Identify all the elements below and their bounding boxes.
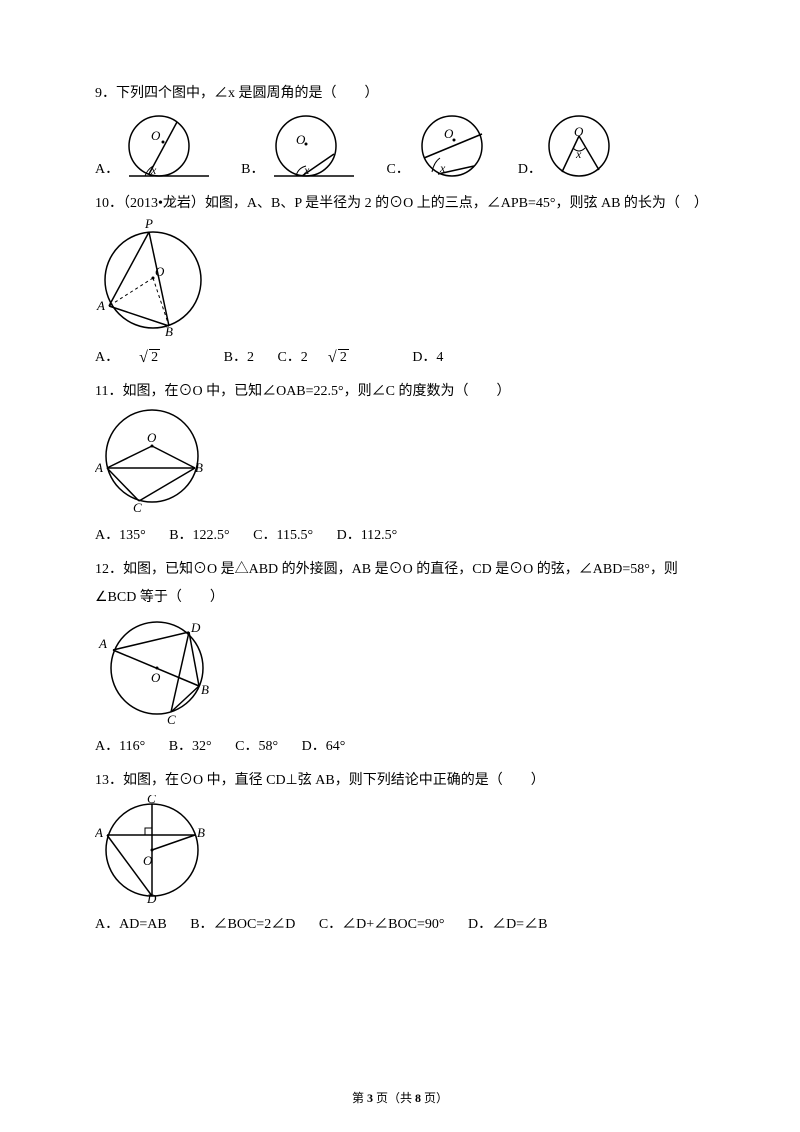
svg-text:O: O xyxy=(151,128,161,143)
q10-text: 10．（2013•龙岩）如图，A、B、P 是半径为 2 的⊙O 上的三点，∠AP… xyxy=(95,190,705,218)
q9-fig-a: O x xyxy=(121,114,213,184)
q10-opt-c-label: C．2 xyxy=(277,350,307,365)
svg-text:x: x xyxy=(439,161,446,175)
q9-fig-d: O x xyxy=(544,114,614,184)
q11-opt-c: C．115.5° xyxy=(253,528,313,543)
svg-text:B: B xyxy=(195,460,203,475)
q10-figure: O P A B xyxy=(95,218,705,338)
q9-opt-c-label: C． xyxy=(386,156,409,184)
q12-options: A．116° B．32° C．58° D．64° xyxy=(95,733,705,761)
q12-text-a: 12．如图，已知⊙O 是△ABD 的外接圆，AB 是⊙O 的直径，CD 是⊙O … xyxy=(95,556,705,584)
svg-text:O: O xyxy=(444,126,454,141)
page-footer: 第 3 页（共 8 页） xyxy=(0,1086,800,1110)
q13-options: A．AD=AB B．∠BOC=2∠D C．∠D+∠BOC=90° D．∠D=∠B xyxy=(95,911,705,939)
svg-text:C: C xyxy=(133,500,142,515)
svg-text:B: B xyxy=(165,324,173,338)
question-11: 11．如图，在⊙O 中，已知∠OAB=22.5°，则∠C 的度数为（ ） O A… xyxy=(95,378,705,550)
svg-text:A: A xyxy=(95,460,103,475)
q11-figure: O A B C xyxy=(95,406,705,516)
footer-mid: 页（共 xyxy=(373,1091,415,1105)
footer-post: 页） xyxy=(421,1091,448,1105)
q11-opt-d: D．112.5° xyxy=(337,528,398,543)
q10-opt-b: B．2 xyxy=(224,350,254,365)
svg-text:B: B xyxy=(201,682,209,697)
question-12: 12．如图，已知⊙O 是△ABD 的外接圆，AB 是⊙O 的直径，CD 是⊙O … xyxy=(95,556,705,761)
svg-text:B: B xyxy=(197,825,205,840)
svg-text:A: A xyxy=(98,636,107,651)
q12-figure: O A B C D xyxy=(95,612,705,727)
q9-opt-b: B． O x xyxy=(241,114,358,184)
q11-options: A．135° B．122.5° C．115.5° D．112.5° xyxy=(95,522,705,550)
q13-text: 13．如图，在⊙O 中，直径 CD⊥弦 AB，则下列结论中正确的是（ ） xyxy=(95,767,705,795)
footer-pre: 第 xyxy=(352,1091,367,1105)
q10-opt-c: C．2√2 xyxy=(277,350,388,365)
q9-opt-b-label: B． xyxy=(241,156,264,184)
q10-opt-a: A．√2 xyxy=(95,350,200,365)
q9-opt-d: D． O x xyxy=(518,114,614,184)
q13-figure: O A B C D xyxy=(95,795,705,905)
svg-text:O: O xyxy=(296,132,306,147)
q11-text: 11．如图，在⊙O 中，已知∠OAB=22.5°，则∠C 的度数为（ ） xyxy=(95,378,705,406)
svg-text:O: O xyxy=(147,430,157,445)
svg-text:x: x xyxy=(150,163,157,177)
q12-opt-b: B．32° xyxy=(169,739,212,754)
page-container: 9．下列四个图中，∠x 是圆周角的是（ ） A． O x xyxy=(0,0,800,1132)
q9-fig-c: O x xyxy=(412,114,490,184)
q11-opt-a: A．135° xyxy=(95,528,146,543)
svg-text:A: A xyxy=(96,298,105,313)
q9-opt-a-label: A． xyxy=(95,156,119,184)
q11-opt-b: B．122.5° xyxy=(169,528,229,543)
q12-opt-a: A．116° xyxy=(95,739,145,754)
q10-options: A．√2 B．2 C．2√2 D．4 xyxy=(95,344,705,372)
svg-text:D: D xyxy=(190,620,201,635)
q12-opt-c: C．58° xyxy=(235,739,278,754)
q9-opt-c: C． O x xyxy=(386,114,489,184)
q10-opt-d: D．4 xyxy=(412,350,443,365)
svg-text:C: C xyxy=(167,712,176,727)
q9-opt-d-label: D． xyxy=(518,156,542,184)
q13-opt-c: C．∠D+∠BOC=90° xyxy=(319,917,445,932)
svg-text:A: A xyxy=(95,825,103,840)
q13-opt-a: A．AD=AB xyxy=(95,917,167,932)
q12-opt-d: D．64° xyxy=(302,739,346,754)
question-10: 10．（2013•龙岩）如图，A、B、P 是半径为 2 的⊙O 上的三点，∠AP… xyxy=(95,190,705,372)
question-13: 13．如图，在⊙O 中，直径 CD⊥弦 AB，则下列结论中正确的是（ ） O A… xyxy=(95,767,705,939)
q13-opt-b: B．∠BOC=2∠D xyxy=(190,917,295,932)
question-9: 9．下列四个图中，∠x 是圆周角的是（ ） A． O x xyxy=(95,80,705,184)
svg-text:x: x xyxy=(575,147,582,161)
svg-text:x: x xyxy=(303,163,310,177)
svg-text:O: O xyxy=(151,670,161,685)
q9-fig-b: O x xyxy=(266,114,358,184)
svg-text:P: P xyxy=(144,218,153,231)
q10-opt-a-label: A． xyxy=(95,350,119,365)
q9-options-row: A． O x B． xyxy=(95,114,705,184)
q9-text: 9．下列四个图中，∠x 是圆周角的是（ ） xyxy=(95,80,705,108)
q9-opt-a: A． O x xyxy=(95,114,213,184)
q13-opt-d: D．∠D=∠B xyxy=(468,917,547,932)
q12-text-b: ∠BCD 等于（ ） xyxy=(95,584,705,612)
